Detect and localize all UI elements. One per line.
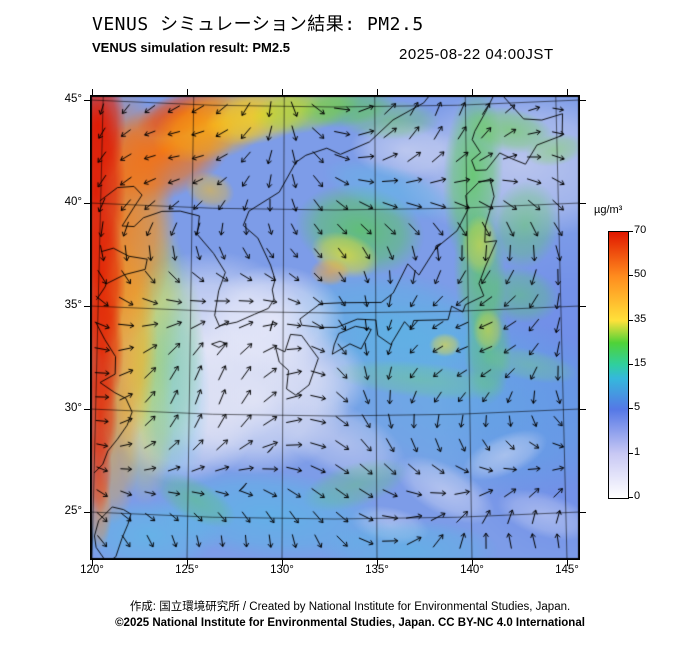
colorbar-tick (629, 364, 633, 365)
attribution-text: 作成: 国立環境研究所 / Created by National Instit… (129, 601, 571, 613)
x-axis-tick-label: 125° (175, 564, 199, 576)
colorbar-unit-label: µg/m³ (594, 204, 623, 216)
colorbar-tick-label: 1 (634, 445, 641, 458)
axis-tick (580, 409, 586, 410)
colorbar-tick-label: 35 (634, 312, 647, 325)
axis-tick (84, 203, 90, 204)
pm25-concentration-map (90, 95, 580, 560)
x-axis-tick-label: 135° (365, 564, 389, 576)
x-axis-tick-label: 140° (460, 564, 484, 576)
axis-tick (567, 89, 568, 95)
axis-tick (377, 89, 378, 95)
x-axis-tick-label: 145° (555, 564, 579, 576)
axis-tick (282, 89, 283, 95)
axis-tick (472, 560, 473, 566)
page-title-english: VENUS simulation result: PM2.5 (92, 40, 290, 55)
axis-tick (567, 560, 568, 566)
y-axis-tick-label: 30° (64, 402, 82, 414)
axis-tick (92, 89, 93, 95)
x-axis-tick-label: 120° (80, 564, 104, 576)
axis-tick (187, 560, 188, 566)
y-axis-tick-label: 25° (64, 505, 82, 517)
axis-tick (92, 560, 93, 566)
map-panel (90, 95, 580, 560)
axis-tick (472, 89, 473, 95)
colorbar (608, 231, 629, 499)
axis-tick (187, 89, 188, 95)
colorbar-tick-label: 5 (634, 401, 641, 414)
colorbar-tick (629, 275, 633, 277)
colorbar-tick (629, 452, 633, 454)
axis-tick (377, 560, 378, 566)
axis-tick (84, 306, 90, 307)
axis-tick (84, 512, 90, 513)
colorbar-tick-label: 70 (634, 224, 647, 236)
copyright-text: ©2025 National Institute for Environment… (115, 617, 585, 629)
axis-tick (282, 560, 283, 566)
axis-tick (580, 100, 586, 101)
colorbar-tick (629, 497, 633, 498)
y-axis-tick-label: 45° (64, 93, 82, 105)
axis-tick (580, 203, 586, 204)
colorbar-tick-label: 0 (634, 490, 641, 502)
colorbar-tick-label: 15 (634, 357, 647, 369)
colorbar-tick (629, 231, 633, 232)
axis-tick (580, 512, 586, 513)
colorbar-tick (629, 319, 633, 321)
y-axis-tick-label: 40° (64, 196, 82, 208)
simulation-timestamp: 2025-08-22 04:00JST (399, 46, 554, 63)
colorbar-tick (629, 408, 633, 410)
y-axis-tick-label: 35° (64, 299, 82, 311)
colorbar-tick-label: 50 (634, 268, 647, 281)
page-title-japanese: VENUS シミュレーション結果: PM2.5 (92, 14, 424, 35)
axis-tick (84, 100, 90, 101)
x-axis-tick-label: 130° (270, 564, 294, 576)
axis-tick (580, 306, 586, 307)
axis-tick (84, 409, 90, 410)
